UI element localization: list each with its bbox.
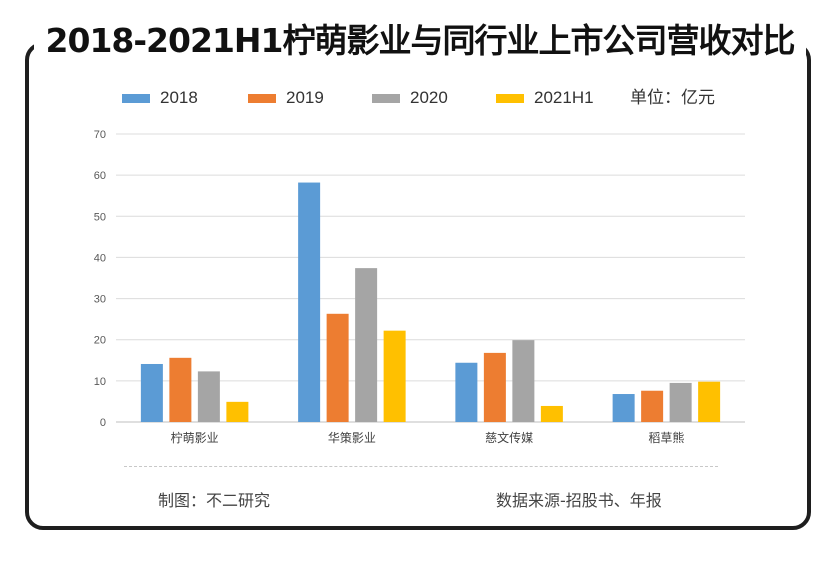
bar [698,381,721,422]
legend-item-2019: 2019 [248,84,324,112]
legend-swatch-2018 [122,93,150,103]
bar [197,371,220,422]
bar [140,363,163,422]
footer-credit: 制图：不二研究 [158,491,271,510]
legend-item-2018: 2018 [122,84,198,112]
bar [641,390,664,422]
legend-swatch-2021h1 [496,93,524,103]
bar [355,268,378,422]
x-tick-label: 柠萌影业 [171,430,219,445]
legend-swatch-2020 [372,93,400,103]
bar [512,340,535,422]
y-tick-label: 60 [94,170,106,182]
legend-label-2019: 2019 [286,88,324,107]
legend: 2018 2019 2020 2021H1 [0,84,840,112]
x-tick-label: 慈文传媒 [485,430,533,445]
y-tick-label: 70 [94,129,106,141]
x-tick-label: 稻草熊 [648,430,684,445]
bar [326,313,349,422]
legend-label-2018: 2018 [160,88,198,107]
bar [669,382,692,422]
y-tick-label: 0 [100,417,106,429]
legend-label-2020: 2020 [410,88,448,107]
chart-title: 2018-2021H1柠萌影业与同行业上市公司营收对比 [33,18,807,64]
legend-label-2021h1: 2021H1 [534,88,594,107]
y-tick-label: 10 [94,376,106,388]
x-tick-label: 华策影业 [328,431,376,445]
bar [383,330,406,422]
bar [540,405,563,422]
y-tick-label: 20 [94,335,106,347]
footer-source: 数据来源-招股书、年报 [496,491,662,510]
legend-swatch-2019 [248,93,276,103]
title-banner: 2018-2021H1柠萌影业与同行业上市公司营收对比 [0,0,840,80]
bar [169,357,192,422]
bar [226,401,249,422]
bar [483,352,506,422]
bar [298,182,321,422]
y-tick-label: 50 [94,211,106,223]
bar [612,394,635,422]
y-tick-label: 30 [94,294,106,306]
legend-item-2021h1: 2021H1 [496,84,594,112]
y-tick-label: 40 [94,252,106,264]
bar [455,362,478,422]
unit-label: 单位：亿元 [630,88,715,108]
legend-item-2020: 2020 [372,84,448,112]
footer-divider [124,466,718,467]
